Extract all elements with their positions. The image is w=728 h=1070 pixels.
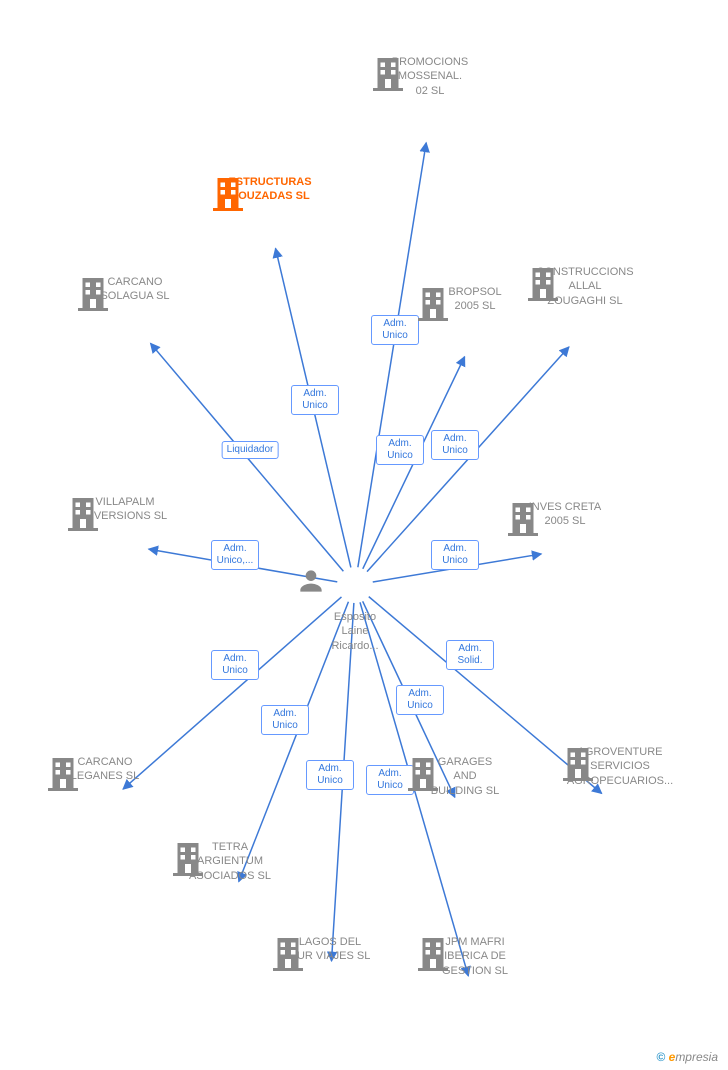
edge-label: Adm.Unico (431, 430, 479, 460)
company-node[interactable]: INVES CRETA2005 SL (505, 500, 625, 572)
company-node[interactable]: LAGOS DELSUR VIAJES SL (270, 935, 390, 1007)
building-icon (212, 887, 248, 923)
building-icon (457, 318, 493, 354)
company-node[interactable]: VILLAPALMINVERSIONS SL (65, 495, 185, 567)
edge-label: Adm.Unico (371, 315, 419, 345)
building-icon (447, 802, 483, 838)
edge-label: Adm.Unico (306, 760, 354, 790)
edge-label: Adm.Unico (291, 385, 339, 415)
building-icon (412, 102, 448, 138)
center-person-node: EspositoLaineRicardo... (295, 565, 415, 653)
brand-rest: mpresia (675, 1050, 718, 1064)
company-node[interactable]: JPM MAFRIIBERICA DEGESTION SL (415, 935, 535, 1021)
building-icon (602, 792, 638, 828)
company-node[interactable]: AGROVENTURESERVICIOSAGROPECUARIOS... (560, 745, 680, 831)
copyright-symbol: © (656, 1050, 665, 1064)
edge-label: Adm.Unico (211, 650, 259, 680)
footer-branding: © empresia (656, 1050, 718, 1064)
center-person-label: EspositoLaineRicardo... (295, 610, 415, 653)
building-icon (312, 968, 348, 1004)
company-node[interactable]: GARAGESANDBUILDING SL (405, 755, 525, 841)
company-node[interactable]: ESTRUCTURASBOUZADAS SL (210, 175, 330, 247)
company-node[interactable]: BROPSOL2005 SL (415, 285, 535, 357)
building-icon (117, 308, 153, 344)
company-node[interactable]: CARCANOLEGANES SL (45, 755, 165, 827)
company-node[interactable]: CARCANOSOLAGUA SL (75, 275, 195, 347)
building-icon (547, 533, 583, 569)
company-node[interactable]: TETRAARGIENTUMASOCIADOS SL (170, 840, 290, 926)
building-icon (252, 208, 288, 244)
building-icon (567, 312, 603, 348)
edge-label: Adm.Solid. (446, 640, 494, 670)
edge-label: Liquidador (222, 441, 279, 459)
building-icon (107, 528, 143, 564)
company-node[interactable]: PROMOCIONSMOSSENAL.02 SL (370, 55, 490, 141)
edge-label: Adm.Unico,... (211, 540, 259, 570)
building-icon (87, 788, 123, 824)
building-icon (457, 982, 493, 1018)
edge-label: Adm.Unico (431, 540, 479, 570)
edge-label: Adm.Unico (396, 685, 444, 715)
person-icon (337, 569, 373, 605)
edge-label: Adm.Unico (261, 705, 309, 735)
edge-label: Adm.Unico (376, 435, 424, 465)
company-node[interactable]: CONSTRUCCIONSALLALZOUGAGHI SL (525, 265, 645, 351)
